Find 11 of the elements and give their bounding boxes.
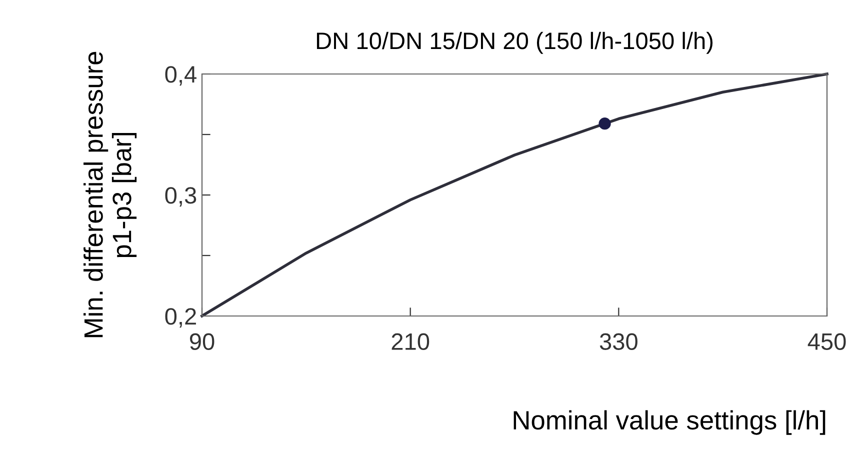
x-tick-label: 450 — [808, 333, 846, 350]
y-tick-label: 0,2 — [165, 308, 196, 328]
y-tick-label: 0,3 — [165, 187, 196, 207]
line-series — [200, 72, 828, 318]
x-axis-title: Nominal value settings [l/h] — [514, 410, 826, 435]
y-tick-label: 0,4 — [165, 66, 196, 86]
chart-title: DN 10/DN 15/DN 20 (150 l/h-1050 l/h) — [316, 32, 713, 54]
y-axis-title: Min. differential pressure p1-p3 [bar] — [84, 52, 137, 338]
x-tick-label: 330 — [600, 333, 638, 350]
x-tick-label: 210 — [392, 333, 430, 350]
x-tick-label: 90 — [190, 333, 214, 350]
